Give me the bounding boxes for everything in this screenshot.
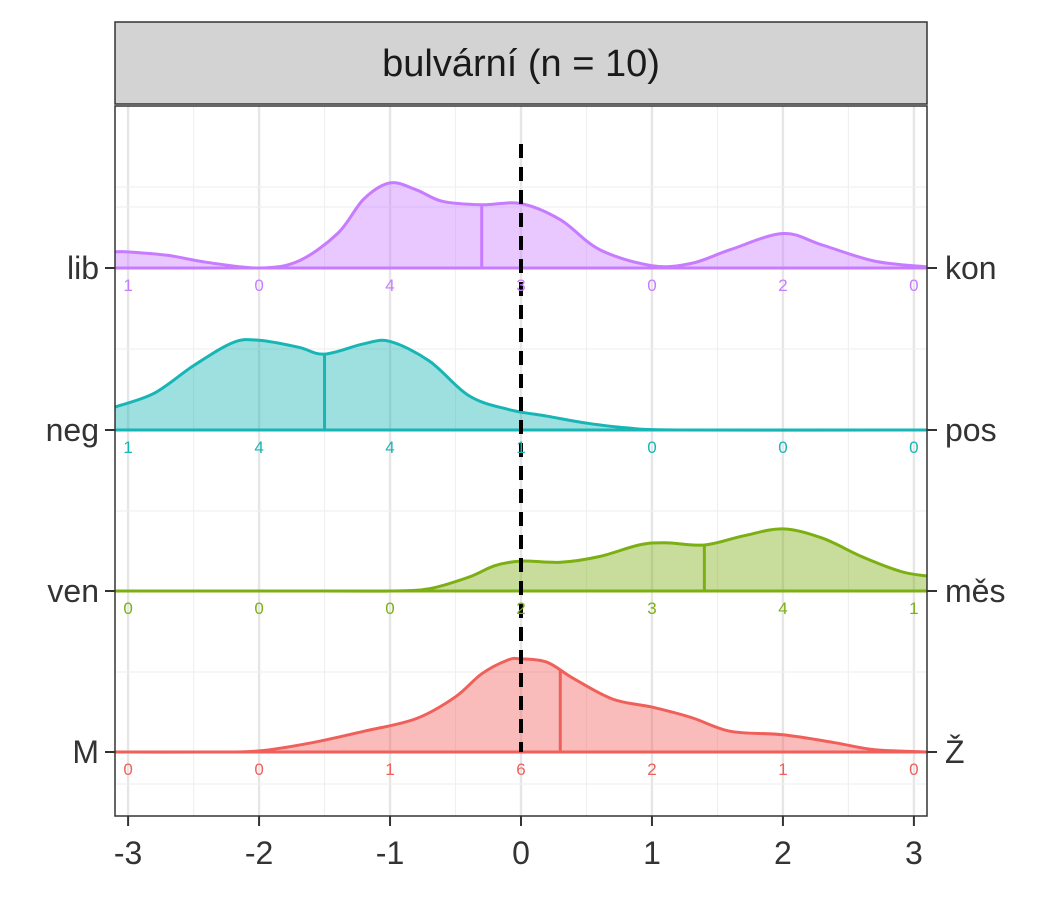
- count-label: 0: [123, 599, 132, 618]
- count-label: 1: [123, 438, 132, 457]
- panel-title: bulvární (n = 10): [382, 43, 660, 85]
- count-label: 0: [778, 438, 787, 457]
- density-line: [114, 338, 928, 432]
- count-labels: 1 0 4 3 0 2 0 1 4 4 1 0 0 0 0 0 0 2 3 4 1 0 0 1 6 2 1 0: [123, 276, 918, 779]
- count-label: 0: [647, 438, 656, 457]
- count-label: 1: [909, 599, 918, 618]
- count-label: 4: [778, 599, 787, 618]
- count-label: 6: [516, 760, 525, 779]
- ridge-area: [115, 339, 927, 431]
- density-line: [114, 181, 928, 270]
- count-label: 1: [385, 760, 394, 779]
- x-tick-label: -1: [376, 835, 404, 871]
- count-label: 2: [647, 760, 656, 779]
- count-label: 4: [385, 276, 394, 295]
- count-label: 3: [516, 276, 525, 295]
- count-label: 0: [254, 599, 263, 618]
- count-label: 0: [647, 276, 656, 295]
- axes: lib kon neg pos ven měs M Ž -3 -2 -1 0 1 2 3: [46, 250, 1006, 871]
- count-label: 1: [123, 276, 132, 295]
- count-label: 0: [385, 599, 394, 618]
- x-tick-label: -3: [114, 835, 142, 871]
- y-label-left: ven: [47, 573, 99, 609]
- y-label-right: pos: [945, 412, 997, 448]
- x-tick-label: 1: [643, 835, 661, 871]
- count-label: 2: [516, 599, 525, 618]
- count-label: 0: [123, 760, 132, 779]
- y-label-left: M: [72, 734, 99, 770]
- count-label: 2: [778, 276, 787, 295]
- count-label: 1: [516, 438, 525, 457]
- strip-background: [114, 21, 928, 105]
- x-tick-label: 0: [512, 835, 530, 871]
- x-tick-label: 2: [774, 835, 792, 871]
- y-label-left: lib: [67, 250, 99, 286]
- count-label: 0: [909, 276, 918, 295]
- ridge-area: [115, 528, 927, 592]
- density-line: [114, 656, 928, 754]
- x-tick-label: -2: [245, 835, 273, 871]
- y-label-right: kon: [945, 250, 997, 286]
- count-label: 4: [254, 438, 263, 457]
- y-label-right: Ž: [945, 734, 965, 770]
- count-label: 0: [909, 438, 918, 457]
- x-tick-label: 3: [905, 835, 923, 871]
- count-label: 1: [778, 760, 787, 779]
- count-label: 0: [909, 760, 918, 779]
- y-label-left: neg: [46, 412, 99, 448]
- count-label: 0: [254, 276, 263, 295]
- count-label: 4: [385, 438, 394, 457]
- count-label: 0: [254, 760, 263, 779]
- count-label: 3: [647, 599, 656, 618]
- y-label-right: měs: [945, 573, 1005, 609]
